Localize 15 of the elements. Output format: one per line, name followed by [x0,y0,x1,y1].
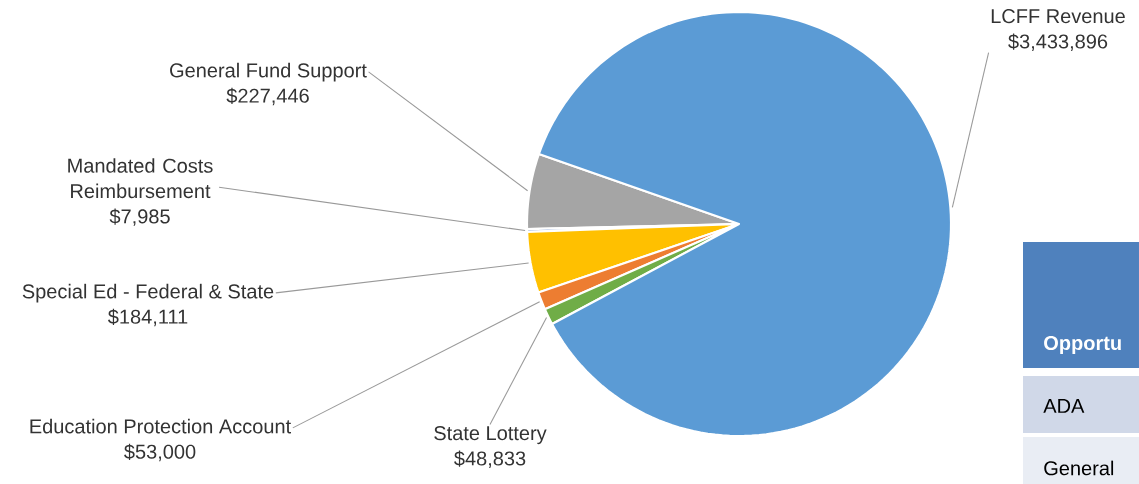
data-label: $53,000 [124,443,196,462]
text: ADA [1043,399,1085,413]
text: Opportu [1044,335,1121,355]
slice-label: General Fund Support [170,62,367,82]
slice-label: Education Protection Account [30,418,292,434]
data-label: $3,433,896 [1008,33,1108,51]
data-label: $227,446 [226,87,309,106]
data-label: $48,833 [454,450,526,468]
text: General [1044,460,1114,476]
data-label: $7,985 [109,208,170,226]
slice-label: Special Ed - Federal & State [22,283,274,303]
data-label: $184,111 [107,308,188,327]
slice-label: State Lottery [434,426,547,445]
slice-label: Mandated Costs Reimbursement [68,158,213,199]
slice-label: LCFF Revenue [991,9,1125,24]
